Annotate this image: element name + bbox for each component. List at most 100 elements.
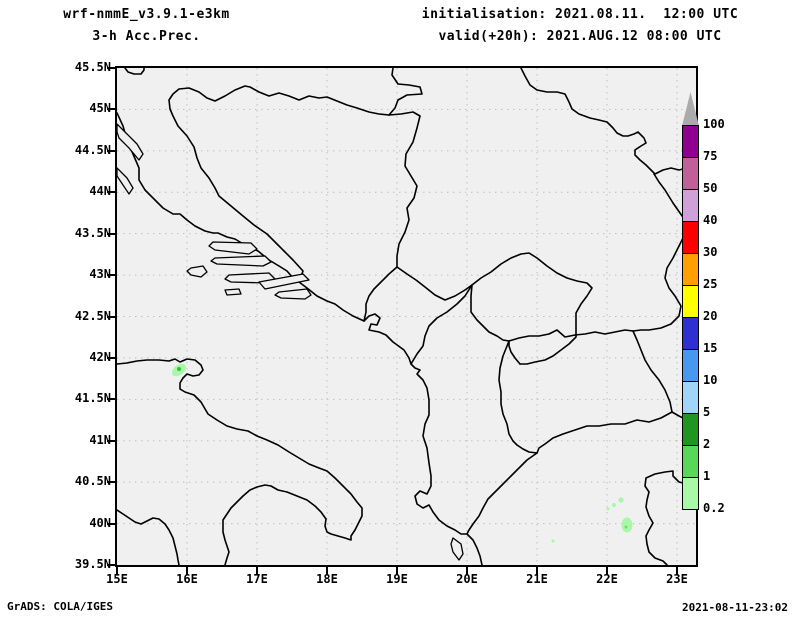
- island-hvar: [210, 255, 272, 267]
- colorbar-overflow-arrow: [682, 92, 699, 126]
- coast-italy-adriatic: [117, 358, 363, 565]
- colorbar-segment-15-20: [682, 317, 699, 350]
- colorbar-label: 30: [703, 245, 718, 259]
- precip-blob-greece: [621, 517, 633, 533]
- border-kosovo-albania: [470, 284, 510, 342]
- island-mljet: [274, 288, 312, 300]
- colorbar-label: 75: [703, 149, 718, 163]
- island-vis: [186, 265, 208, 278]
- border-croatia-serbia: [388, 68, 423, 116]
- plot-subtitle: 3-h Acc.Prec.: [92, 29, 201, 44]
- lon-tick-mark: [116, 567, 118, 575]
- coast-east-adriatic: [117, 112, 483, 565]
- lat-tick-label: 40N: [89, 515, 111, 530]
- colorbar: [682, 125, 699, 510]
- grads-credit: GrADS: COLA/IGES: [7, 600, 113, 613]
- lat-tick-label: 43.5N: [74, 225, 111, 240]
- colorbar-segment-10-15: [682, 349, 699, 382]
- border-kosovo-north-east: [471, 252, 593, 365]
- lat-tick-label: 43N: [89, 267, 111, 282]
- lon-tick-label: 17E: [246, 572, 268, 586]
- lat-tick-mark: [107, 356, 115, 359]
- lat-tick-mark: [107, 191, 115, 194]
- lat-tick-label: 39.5N: [74, 557, 111, 571]
- colorbar-label: 2: [703, 437, 711, 451]
- border-serbia-bulgaria: [632, 173, 688, 332]
- lat-tick-label: 45N: [89, 101, 111, 116]
- colorbar-label: 1: [703, 469, 711, 483]
- lon-tick-mark: [186, 567, 188, 575]
- border-montenegro-albania: [410, 284, 473, 365]
- lat-tick-label: 44N: [89, 184, 111, 199]
- precip-speck-4: [551, 539, 555, 543]
- colorbar-segment-20-25: [682, 285, 699, 318]
- colorbar-segment-50-75: [682, 157, 699, 190]
- map-plot-area: [115, 66, 698, 567]
- lat-tick-label: 44.5N: [74, 142, 111, 157]
- border-albania-greece: [466, 452, 538, 535]
- lon-tick-mark: [606, 567, 608, 575]
- grid-lines: [117, 68, 696, 565]
- lon-tick-label: 18E: [316, 572, 338, 586]
- precip-cell-italy-core: [177, 367, 181, 371]
- lat-tick-label: 41N: [89, 432, 111, 447]
- border-serbia-montenegro: [396, 266, 473, 301]
- lat-tick-mark: [107, 149, 115, 152]
- island-corfu: [450, 537, 464, 561]
- lon-tick-mark: [536, 567, 538, 575]
- border-kosovo-macedonia: [508, 340, 521, 365]
- colorbar-segment-0.2-1: [682, 477, 699, 510]
- border-macedonia-greece: [536, 411, 673, 454]
- border-bosnia-montenegro: [363, 266, 398, 322]
- lon-tick-label: 23E: [666, 572, 688, 586]
- colorbar-label: 50: [703, 181, 718, 195]
- peninsula-peljesac: [258, 273, 310, 290]
- colorbar-label: 10: [703, 373, 718, 387]
- precip-speck-1: [618, 497, 624, 503]
- precip-speck-2: [612, 503, 616, 507]
- colorbar-segment-1-2: [682, 445, 699, 478]
- coast-aegean-thermaic-gulf: [644, 470, 696, 565]
- border-serbia-romania-danube: [520, 68, 696, 175]
- colorbar-label: 20: [703, 309, 718, 323]
- initialisation-time: initialisation: 2021.08.11. 12:00 UTC: [421, 7, 739, 22]
- valid-time: valid(+20h): 2021.AUG.12 08:00 UTC: [438, 29, 722, 44]
- lat-tick-label: 40.5N: [74, 474, 111, 489]
- lat-tick-label: 42N: [89, 349, 111, 364]
- lat-tick-mark: [107, 67, 115, 69]
- colorbar-segment-40-50: [682, 189, 699, 222]
- coast-italy-tyrrhenian: [117, 509, 180, 565]
- balkans-map: [117, 68, 696, 565]
- island-brac: [208, 241, 258, 255]
- precip-speck-3: [606, 507, 610, 511]
- creation-timestamp: 2021-08-11-23:02: [682, 601, 788, 614]
- colorbar-segment-5-10: [682, 381, 699, 414]
- lon-tick-mark: [466, 567, 468, 575]
- border-croatia-bosnia: [168, 85, 390, 283]
- lat-tick-mark: [107, 398, 115, 401]
- border-slovenia-croatia: [124, 68, 145, 75]
- lat-tick-mark: [107, 481, 115, 484]
- lon-tick-mark: [676, 567, 678, 575]
- colorbar-label: 5: [703, 405, 711, 419]
- colorbar-label: 100: [703, 117, 725, 131]
- lat-tick-mark: [107, 315, 115, 318]
- colorbar-label: 15: [703, 341, 718, 355]
- colorbar-label: 25: [703, 277, 718, 291]
- model-title: wrf-nmmE_v3.9.1-e3km: [63, 7, 230, 22]
- colorbar-segment-2-5: [682, 413, 699, 446]
- lon-tick-mark: [326, 567, 328, 575]
- lon-tick-label: 22E: [596, 572, 618, 586]
- lat-tick-mark: [107, 522, 115, 525]
- lat-tick-mark: [107, 108, 115, 111]
- lat-tick-mark: [107, 439, 115, 442]
- island-pag: [117, 123, 144, 161]
- lon-tick-mark: [256, 567, 258, 575]
- lat-tick-mark: [107, 232, 115, 235]
- colorbar-segment-75-100: [682, 125, 699, 158]
- colorbar-segment-25-30: [682, 253, 699, 286]
- lon-tick-label: 20E: [456, 572, 478, 586]
- lon-tick-label: 15E: [106, 572, 128, 586]
- lon-tick-label: 16E: [176, 572, 198, 586]
